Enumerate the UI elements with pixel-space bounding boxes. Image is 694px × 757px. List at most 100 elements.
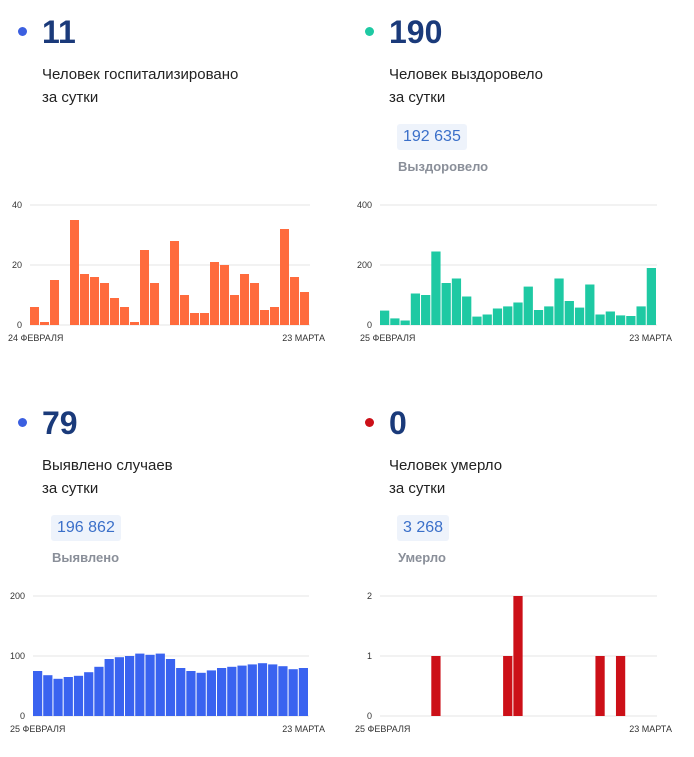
x-end-label: 23 МАРТА: [282, 724, 325, 734]
bar: [210, 262, 219, 325]
bar: [410, 293, 421, 325]
bar: [43, 675, 53, 716]
bar: [482, 314, 492, 325]
bar: [53, 678, 63, 716]
bar: [170, 241, 179, 325]
daily-value: 79: [42, 405, 78, 441]
bar: [513, 302, 523, 325]
bar: [523, 286, 533, 325]
y-tick-label: 1: [367, 651, 372, 661]
bar: [130, 322, 139, 325]
panel-cases: 79 Выявлено случаев за сутки 196 862 Выя…: [0, 391, 340, 757]
bar: [636, 306, 646, 325]
bar: [200, 313, 209, 325]
bar: [400, 320, 410, 325]
panel-recovered: 190 Человек выздоровело за сутки 192 635…: [347, 0, 687, 380]
bar: [135, 653, 145, 716]
bar: [196, 672, 206, 716]
bar: [492, 308, 503, 325]
bar: [100, 283, 109, 325]
bar: [206, 670, 216, 716]
y-tick-label: 2: [367, 591, 372, 601]
x-start-label: 25 ФЕВРАЛЯ: [10, 724, 65, 734]
x-end-label: 23 МАРТА: [282, 333, 325, 343]
bar: [298, 668, 308, 716]
total-label: Выявлено: [52, 550, 120, 565]
bar: [186, 671, 196, 716]
y-tick-label: 0: [20, 711, 25, 721]
bar: [80, 274, 89, 325]
bar: [120, 307, 129, 325]
bar: [503, 306, 513, 325]
bar: [165, 659, 176, 716]
bar: [84, 672, 94, 716]
bar: [104, 659, 114, 716]
bar: [380, 310, 390, 325]
bar: [300, 292, 309, 325]
total-label: Выздоровело: [398, 159, 489, 174]
y-tick-label: 100: [10, 651, 25, 661]
daily-value: 11: [42, 14, 76, 50]
bar: [431, 656, 441, 716]
bar: [646, 268, 656, 325]
bar: [176, 668, 186, 716]
bar: [217, 668, 227, 716]
bar: [30, 307, 39, 325]
x-start-label: 25 ФЕВРАЛЯ: [355, 724, 410, 734]
bar: [110, 298, 119, 325]
bar: [280, 229, 289, 325]
total-count: 3 268: [397, 515, 450, 541]
y-tick-label: 0: [367, 320, 372, 330]
daily-value: 190: [389, 14, 443, 50]
bar: [431, 251, 441, 325]
bar: [73, 675, 84, 716]
x-start-label: 25 ФЕВРАЛЯ: [360, 333, 415, 343]
bar-chart-hospitalized: 0 20 40 24 ФЕВРАЛЯ 23 МАРТА: [8, 200, 325, 343]
legend-dot-icon: [18, 27, 27, 36]
bar: [33, 671, 43, 716]
bar: [150, 283, 159, 325]
bar-chart-recovered: 0 200 400 25 ФЕВРАЛЯ 23 МАРТА: [357, 200, 672, 343]
bar: [268, 664, 278, 716]
daily-value: 0: [389, 405, 407, 441]
bar: [533, 310, 544, 325]
bar: [513, 596, 523, 716]
bar: [227, 666, 237, 716]
bar: [257, 663, 268, 716]
bar-chart-cases: 0 100 200 25 ФЕВРАЛЯ 23 МАРТА: [10, 591, 325, 734]
bar: [250, 283, 259, 325]
daily-description: Человек умерло за сутки: [389, 457, 503, 497]
bar: [40, 322, 49, 325]
y-tick-label: 200: [10, 591, 25, 601]
bar: [288, 669, 298, 716]
bar: [50, 280, 59, 325]
bar: [190, 313, 199, 325]
legend-dot-icon: [365, 418, 374, 427]
bar: [220, 265, 229, 325]
bar: [94, 666, 104, 716]
bar: [140, 250, 149, 325]
bar: [544, 306, 554, 325]
bar: [472, 316, 482, 325]
panel-deaths: 0 Человек умерло за сутки 3 268 Умерло 0…: [347, 391, 687, 757]
y-tick-label: 40: [12, 200, 22, 210]
bar: [155, 653, 165, 716]
panel-hospitalized: 11 Человек госпитализировано за сутки 0 2…: [0, 0, 340, 380]
bar: [441, 283, 451, 325]
bar: [63, 677, 73, 716]
bar: [125, 656, 135, 716]
bar: [462, 296, 472, 325]
y-tick-label: 0: [367, 711, 372, 721]
total-label: Умерло: [398, 550, 446, 565]
legend-dot-icon: [18, 418, 27, 427]
bar: [451, 278, 462, 325]
y-tick-label: 400: [357, 200, 372, 210]
bar: [595, 656, 605, 716]
bar: [114, 657, 124, 716]
total-count: 192 635: [397, 124, 467, 150]
bar: [260, 310, 269, 325]
x-start-label: 24 ФЕВРАЛЯ: [8, 333, 63, 343]
bar: [626, 316, 636, 325]
bar: [145, 654, 155, 716]
bar: [615, 315, 626, 325]
